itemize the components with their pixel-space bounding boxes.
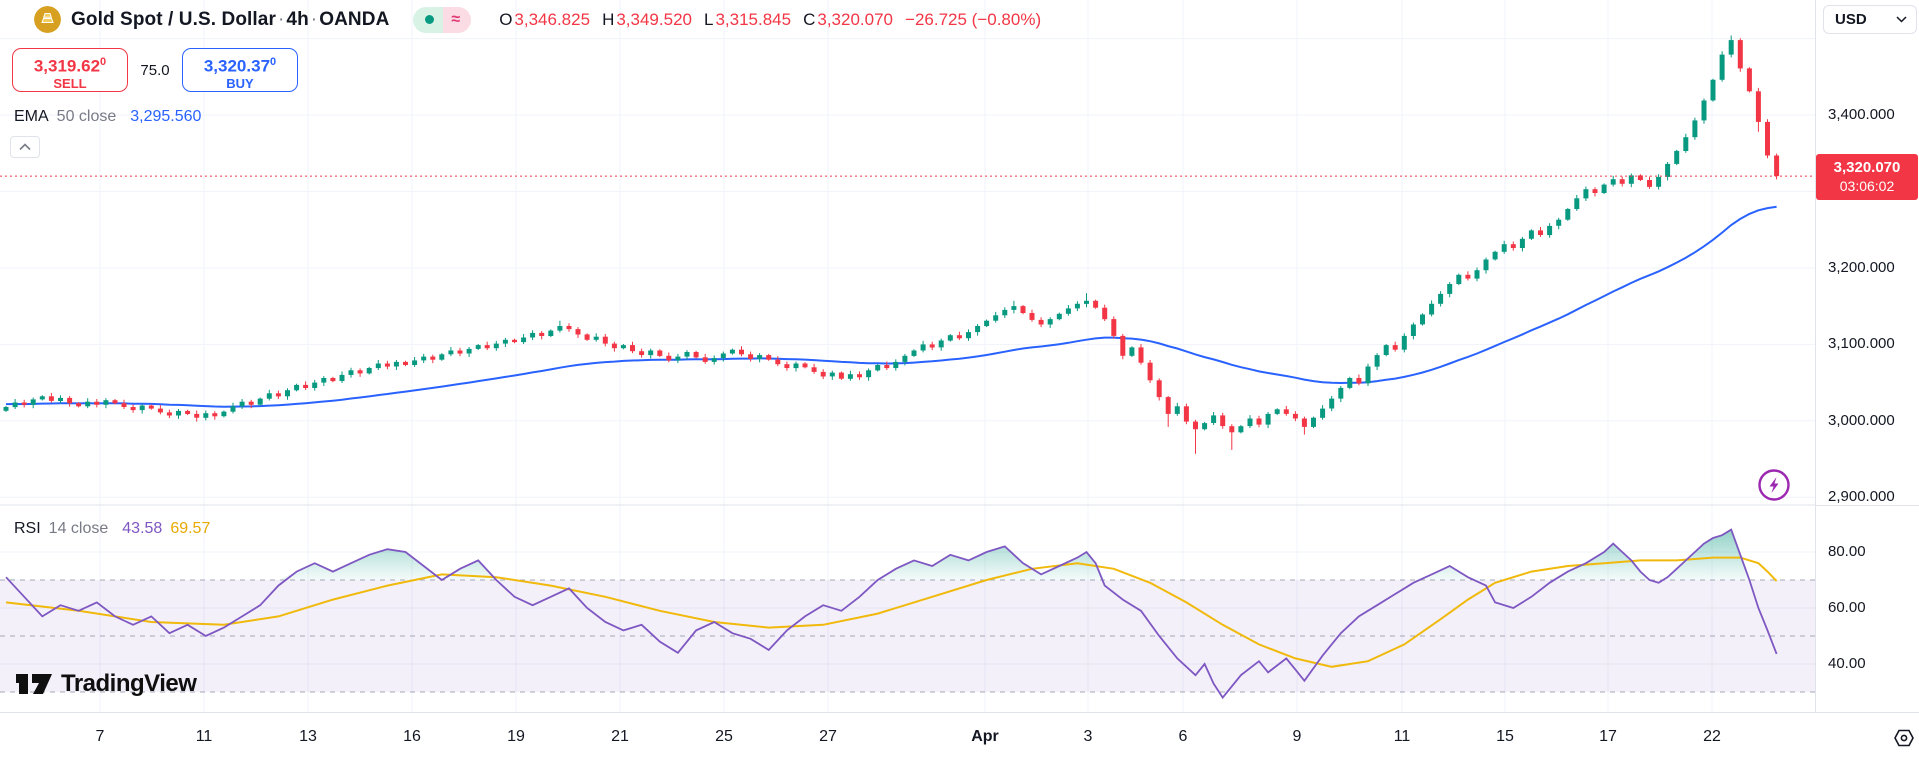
price-tick-label: 2,900.000 [1828, 488, 1895, 506]
buy-button[interactable]: 3,320.370 BUY [182, 48, 298, 92]
price-tick-label: 3,100.000 [1828, 335, 1895, 353]
time-axis[interactable]: 7 11 13 16 19 21 25 27 Apr 3 6 9 11 15 17 22 [0, 712, 1919, 760]
time-tick-label: Apr [971, 728, 999, 745]
time-tick-label: 15 [1496, 728, 1514, 745]
time-tick-label: 7 [95, 728, 105, 745]
time-settings-icon[interactable] [1892, 726, 1916, 750]
collapse-pane-button[interactable] [10, 136, 40, 158]
time-tick-label: 21 [611, 728, 629, 745]
time-tick-label: 27 [819, 728, 837, 745]
chevron-up-icon [19, 143, 31, 151]
rsi-tick-label: 60.00 [1828, 599, 1866, 616]
rsi-legend[interactable]: RSI 14 close 43.58 69.57 [14, 520, 211, 537]
rsi-tick-label: 80.00 [1828, 543, 1866, 560]
gold-coin-icon [34, 6, 61, 33]
chart-canvas[interactable] [0, 0, 1815, 712]
symbol-title[interactable]: Gold Spot / U.S. Dollar · 4h · OANDA [71, 8, 390, 30]
time-tick-label: 17 [1599, 728, 1617, 745]
delayed-data-icon: ≈ [443, 6, 472, 33]
time-tick-label: 13 [299, 728, 317, 745]
currency-selector[interactable]: USD [1823, 5, 1917, 34]
last-price-badge: 3,320.070 03:06:02 [1816, 154, 1918, 200]
time-tick-label: 6 [1178, 728, 1188, 745]
time-tick-label: 11 [195, 728, 213, 745]
time-tick-label: 9 [1292, 728, 1302, 745]
sell-button[interactable]: 3,319.620 SELL [12, 48, 128, 92]
instant-order-bolt-icon[interactable] [1757, 468, 1791, 502]
trade-panel: 3,319.620 SELL 75.0 3,320.370 BUY [12, 48, 298, 92]
ema-legend[interactable]: EMA 50 close 3,295.560 [14, 108, 202, 125]
market-open-dot-icon [425, 15, 435, 24]
price-axis[interactable]: 3,400.000 3,200.000 3,100.000 3,000.000 2,90… [1815, 0, 1919, 712]
rsi-tick-label: 40.00 [1828, 655, 1866, 672]
time-tick-label: 22 [1703, 728, 1721, 745]
time-tick-label: 16 [403, 728, 421, 745]
price-tick-label: 3,200.000 [1828, 258, 1895, 276]
symbol-header: Gold Spot / U.S. Dollar · 4h · OANDA ≈ O 3,34… [34, 6, 1041, 33]
ohlc-readout: O 3,346.825 H 3,349.520 L 3,315.845 C 3,320.… [499, 9, 894, 29]
spread-value: 75.0 [140, 61, 170, 79]
pane-divider[interactable] [1816, 505, 1919, 506]
bar-countdown: 03:06:02 [1839, 178, 1895, 194]
tradingview-logo[interactable]: TradingView [16, 670, 197, 698]
time-tick-label: 3 [1083, 728, 1093, 745]
time-tick-label: 19 [507, 728, 525, 745]
time-tick-label: 25 [715, 728, 733, 745]
price-change: −26.725 (−0.80%) [905, 9, 1042, 29]
market-status-pill[interactable]: ≈ [413, 6, 472, 33]
tradingview-mark-icon [16, 674, 52, 694]
price-tick-label: 3,400.000 [1828, 106, 1895, 123]
price-tick-label: 3,000.000 [1828, 411, 1895, 429]
chevron-down-icon [1896, 16, 1907, 23]
time-tick-label: 11 [1393, 728, 1411, 745]
